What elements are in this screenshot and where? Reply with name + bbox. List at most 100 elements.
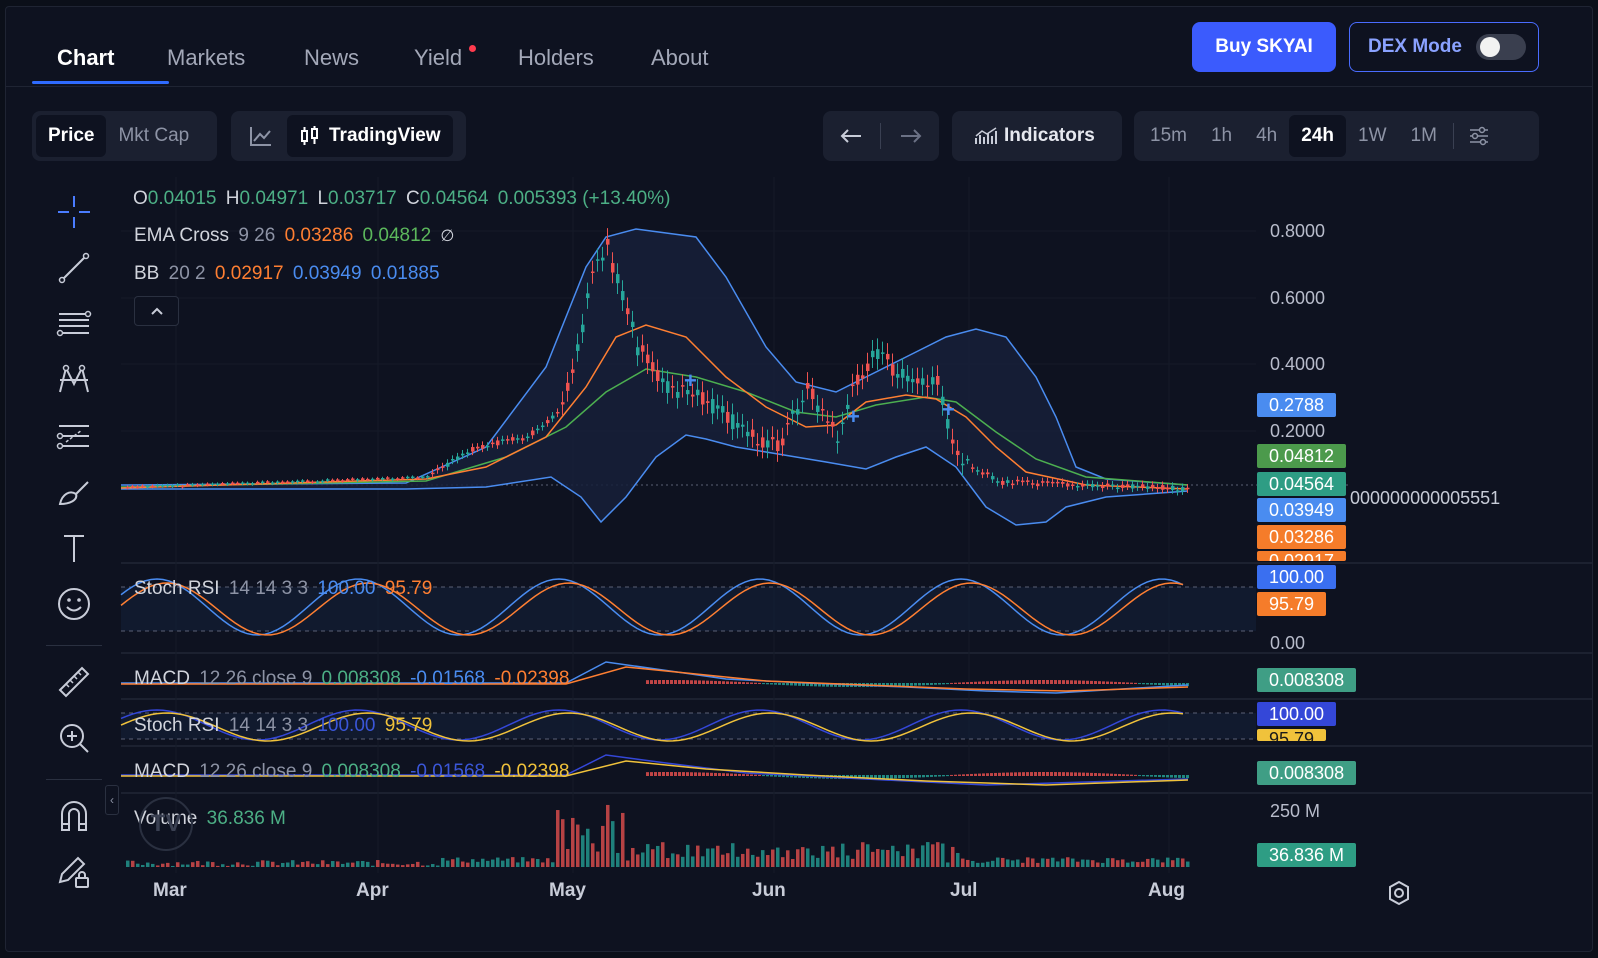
candle	[161, 485, 165, 487]
crosshair-tool[interactable]	[46, 189, 102, 235]
candle	[891, 364, 895, 376]
macd-bar	[686, 680, 689, 684]
projection-tool[interactable]	[46, 413, 102, 459]
tab-yield[interactable]: Yield	[414, 45, 463, 70]
magnet-tool[interactable]	[46, 793, 102, 839]
candle	[331, 479, 335, 482]
volume-bar	[1066, 857, 1070, 867]
ema-name: EMA Cross	[134, 225, 230, 246]
dex-mode-button[interactable]: DEX Mode	[1349, 22, 1539, 72]
volume-bar	[126, 860, 130, 867]
volume-bar	[1101, 862, 1105, 867]
hide-icon[interactable]: ∅	[440, 228, 455, 245]
macd-bar	[902, 775, 905, 779]
candle	[1071, 484, 1075, 486]
text-tool[interactable]	[46, 525, 102, 571]
fib-tool[interactable]	[46, 301, 102, 347]
undo-button[interactable]	[828, 115, 874, 157]
volume-bar	[181, 864, 185, 867]
stoch-k-tag: 100.00	[1257, 565, 1337, 589]
chart-settings-button[interactable]	[1458, 115, 1500, 157]
candle	[966, 459, 970, 461]
volume-bar	[171, 865, 175, 867]
candle	[456, 456, 460, 460]
indicators-button[interactable]: Indicators	[956, 115, 1113, 157]
timeframe-1w[interactable]: 1W	[1358, 125, 1387, 146]
tab-chart[interactable]: Chart	[57, 45, 115, 70]
macd-bar	[650, 772, 653, 776]
price-toggle[interactable]: Price	[36, 115, 107, 157]
candle	[1096, 485, 1100, 487]
buy-button[interactable]: Buy SKYAI	[1192, 22, 1336, 72]
tab-holders[interactable]: Holders	[518, 45, 594, 70]
chart-settings-gear[interactable]	[1386, 880, 1412, 911]
volume-bar	[1026, 857, 1030, 867]
volume-bar	[476, 861, 480, 867]
tab-about[interactable]: About	[651, 45, 709, 70]
candle	[1131, 484, 1135, 489]
volume-bar	[1121, 859, 1125, 867]
candle	[811, 388, 815, 400]
macd-bar	[942, 683, 945, 685]
macd-bar	[734, 773, 737, 776]
candle	[786, 422, 790, 425]
brush-tool[interactable]	[46, 469, 102, 515]
macd-bar	[1154, 683, 1157, 685]
candle	[511, 437, 515, 441]
macd-bar	[810, 683, 813, 687]
timeframe-1m[interactable]: 1M	[1410, 125, 1437, 146]
candle	[806, 382, 810, 389]
candle	[751, 429, 755, 437]
candle	[1076, 485, 1080, 488]
candle	[941, 396, 945, 405]
dex-mode-toggle[interactable]	[1476, 34, 1526, 60]
candle	[1041, 481, 1045, 483]
volume-bar	[1181, 858, 1185, 867]
macd-bar	[1166, 775, 1169, 778]
tradingview-toggle[interactable]: TradingView	[287, 115, 453, 157]
candle	[191, 484, 195, 486]
emoji-tool[interactable]	[46, 581, 102, 627]
macd-bar	[966, 682, 969, 684]
collapse-toolbar-button[interactable]: ‹	[105, 785, 119, 815]
last-price-tag: 0.04564	[1257, 472, 1347, 496]
macd-bar	[750, 682, 753, 684]
volume-bar	[1136, 862, 1140, 867]
volume-bar	[1076, 861, 1080, 867]
mktcap-toggle[interactable]: Mkt Cap	[118, 125, 190, 146]
candle	[436, 468, 440, 471]
macd-bar	[742, 682, 745, 684]
macd-hist-value: 0.008308	[321, 668, 401, 689]
volume-bar	[746, 848, 750, 867]
timeframe-1h[interactable]: 1h	[1210, 125, 1233, 146]
lock-drawings-tool[interactable]	[46, 849, 102, 895]
macd-bar	[954, 774, 957, 776]
volume-bar	[641, 852, 645, 867]
tab-markets[interactable]: Markets	[167, 45, 246, 70]
timeframe-15m[interactable]: 15m	[1150, 125, 1187, 146]
volume-bar	[506, 858, 510, 867]
macd-bar	[970, 773, 973, 776]
volume-bar	[376, 860, 380, 867]
collapse-legend-button[interactable]	[134, 296, 179, 326]
candle	[1116, 487, 1120, 490]
pattern-tool[interactable]	[46, 357, 102, 403]
volume-bar	[236, 862, 240, 867]
candle	[376, 477, 380, 480]
simple-chart-toggle[interactable]	[235, 115, 287, 157]
candle	[516, 438, 520, 440]
volume-bar	[721, 854, 725, 867]
indicators-button-wrap: Indicators	[952, 111, 1122, 161]
volume-bar	[881, 849, 885, 867]
measure-tool[interactable]	[46, 659, 102, 705]
timeframe-4h[interactable]: 4h	[1256, 125, 1278, 146]
redo-button[interactable]	[888, 115, 934, 157]
chart-canvas[interactable]: + + +	[6, 7, 1593, 952]
high-label: H	[225, 188, 240, 209]
tab-news[interactable]: News	[304, 45, 360, 70]
trend-line-tool[interactable]	[46, 245, 102, 291]
timeframe-24h[interactable]: 24h	[1289, 115, 1346, 157]
candle	[801, 400, 805, 403]
zoom-tool[interactable]	[46, 715, 102, 761]
macd-bar	[1002, 680, 1005, 684]
